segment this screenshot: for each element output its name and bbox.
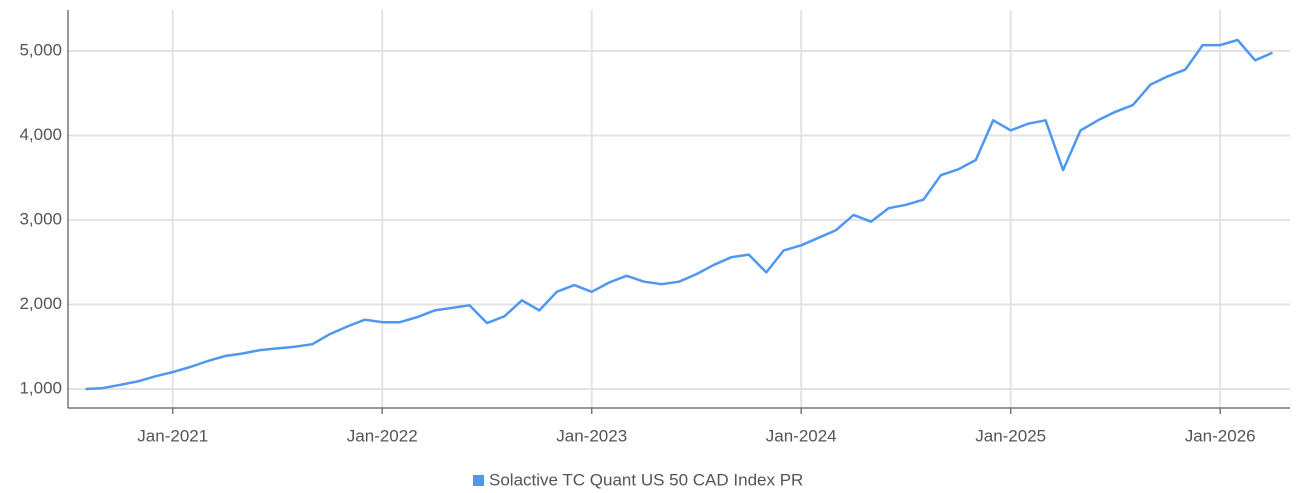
y-tick-label: 4,000	[19, 125, 62, 144]
x-tick-label: Jan-2025	[975, 426, 1046, 445]
x-tick-label: Jan-2021	[137, 426, 208, 445]
y-tick-label: 5,000	[19, 40, 62, 59]
x-tick-label: Jan-2026	[1185, 426, 1256, 445]
x-tick-label: Jan-2022	[347, 426, 418, 445]
y-tick-label: 3,000	[19, 209, 62, 228]
legend-swatch	[473, 475, 484, 486]
y-tick-label: 1,000	[19, 378, 62, 397]
x-tick-label: Jan-2023	[556, 426, 627, 445]
y-tick-label: 2,000	[19, 294, 62, 313]
legend-label: Solactive TC Quant US 50 CAD Index PR	[489, 470, 803, 489]
x-tick-label: Jan-2024	[766, 426, 837, 445]
data-line	[85, 38, 1274, 391]
